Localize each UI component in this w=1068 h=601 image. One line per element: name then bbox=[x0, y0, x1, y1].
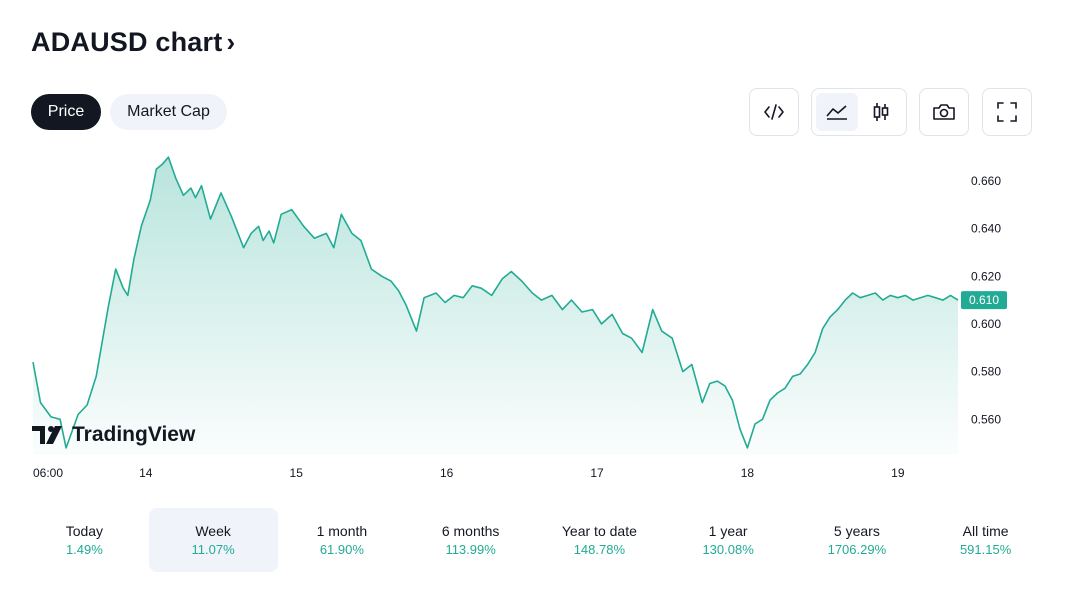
y-tick-label: 0.560 bbox=[971, 412, 1001, 426]
period-option[interactable]: All time 591.15% bbox=[921, 508, 1050, 572]
fullscreen-button[interactable] bbox=[982, 88, 1032, 136]
y-tick-label: 0.580 bbox=[971, 365, 1001, 379]
period-label: Week bbox=[195, 523, 231, 539]
chart-title-text: ADAUSD chart bbox=[31, 27, 223, 57]
period-change: 591.15% bbox=[959, 542, 1012, 557]
tradingview-logo[interactable]: TradingView bbox=[32, 423, 195, 447]
period-change: 130.08% bbox=[702, 542, 754, 557]
period-label: 1 year bbox=[708, 523, 748, 539]
price-chart[interactable]: 0.560 0.580 0.600 0.620 0.640 0.660 06:00 14 15… bbox=[0, 150, 1068, 490]
period-option[interactable]: Week 11.07% bbox=[148, 508, 278, 572]
period-option[interactable]: Year to date 148.78% bbox=[535, 508, 664, 572]
embed-button[interactable] bbox=[749, 88, 799, 136]
tradingview-logo-icon bbox=[32, 426, 62, 444]
candlestick-icon bbox=[873, 103, 889, 121]
last-price-badge bbox=[961, 291, 1007, 310]
snapshot-button[interactable] bbox=[919, 88, 969, 136]
tab-market-cap[interactable]: Market Cap bbox=[110, 94, 227, 130]
x-tick-label: 14 bbox=[139, 466, 153, 480]
period-option[interactable]: 6 months 113.99% bbox=[406, 508, 535, 572]
x-tick-label: 16 bbox=[440, 466, 454, 480]
period-label: Today bbox=[65, 523, 104, 539]
period-option[interactable]: 5 years 1706.29% bbox=[793, 508, 922, 572]
period-change: 11.07% bbox=[191, 542, 235, 557]
period-label: 1 month bbox=[316, 523, 368, 539]
period-selector: Today 1.49% Week 11.07% 1 month 61.90% 6 month… bbox=[20, 508, 1050, 572]
x-tick-label: 17 bbox=[590, 466, 604, 480]
chart-type-group bbox=[811, 88, 907, 136]
chevron-right-icon[interactable]: › bbox=[226, 27, 236, 57]
area-chart-icon bbox=[826, 105, 847, 120]
period-option[interactable]: 1 month 61.90% bbox=[278, 508, 407, 572]
period-change: 1.49% bbox=[65, 542, 103, 557]
x-tick-label: 06:00 bbox=[33, 466, 63, 480]
last-price-label: 0.610 bbox=[969, 293, 999, 307]
period-label: 5 years bbox=[833, 523, 880, 539]
period-option[interactable]: 1 year 130.08% bbox=[664, 508, 793, 572]
period-change: 113.99% bbox=[445, 542, 496, 557]
tab-price[interactable]: Price bbox=[31, 94, 101, 130]
x-tick-label: 18 bbox=[741, 466, 755, 480]
x-tick-label: 15 bbox=[290, 466, 304, 480]
candlestick-button[interactable] bbox=[860, 93, 902, 131]
page-title: ADAUSD chart › bbox=[31, 27, 235, 58]
y-tick-label: 0.620 bbox=[971, 269, 1001, 283]
tradingview-brand-name: TradingView bbox=[72, 423, 196, 446]
price-area-fill bbox=[33, 157, 958, 455]
period-option[interactable]: Today 1.49% bbox=[20, 508, 149, 572]
period-change: 148.78% bbox=[573, 542, 626, 557]
y-tick-label: 0.640 bbox=[971, 222, 1001, 236]
code-icon bbox=[764, 104, 784, 120]
price-series-line bbox=[32, 156, 959, 449]
period-change: 1706.29% bbox=[827, 542, 887, 557]
area-chart-button[interactable] bbox=[816, 93, 858, 131]
x-tick-label: 19 bbox=[891, 466, 905, 480]
period-label: Year to date bbox=[561, 523, 637, 539]
period-label: 6 months bbox=[441, 523, 500, 539]
period-change: 61.90% bbox=[319, 542, 364, 557]
period-label: All time bbox=[962, 523, 1009, 539]
fullscreen-icon bbox=[997, 102, 1017, 122]
camera-icon bbox=[933, 104, 955, 120]
y-tick-label: 0.660 bbox=[971, 174, 1001, 188]
y-tick-label: 0.600 bbox=[971, 317, 1001, 331]
